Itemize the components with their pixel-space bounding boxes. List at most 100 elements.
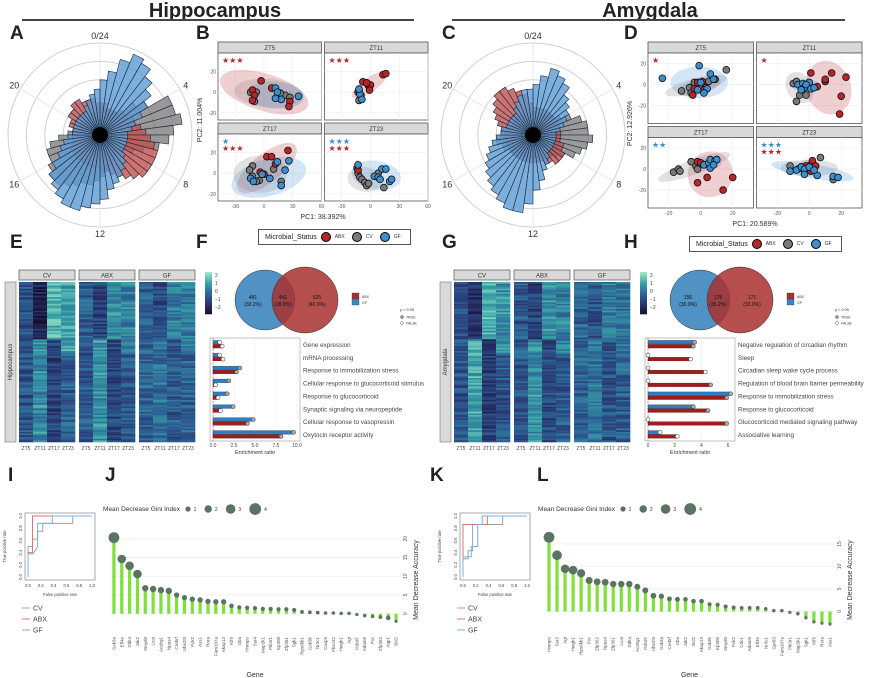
heatmap-cell [574,293,589,296]
colorbar-tick-label: 1 [650,281,653,287]
y-tick-label: 20 [640,62,646,68]
facet-plot-area [351,69,390,105]
heatmap-cell [542,290,557,293]
heatmap-cell [556,352,571,355]
heatmap-cell [61,290,76,293]
heatmap-cell [468,436,483,439]
heatmap-cell [574,320,589,323]
enrichment-bar-gf [647,404,694,409]
heatmap-cell [107,349,122,352]
heatmap-cell [528,369,543,372]
heatmap-cell [93,285,108,288]
heatmap-cell [528,378,543,380]
heatmap-cell [556,394,571,397]
heatmap-cell [514,420,529,423]
gene-label: Pik3r1 [268,637,273,650]
heatmap-cell [47,399,62,402]
heatmap-cell [514,415,529,418]
heatmap-cell [153,285,168,288]
heatmap-cell [181,418,196,421]
heatmap-cell [468,295,483,298]
heatmap-cell [121,388,136,391]
heatmap-cell [588,330,603,333]
heatmap-cell [139,332,154,335]
lollipop-dot [650,592,657,599]
heatmap-cell [482,403,497,406]
heatmap-cell [47,342,62,345]
gene-label: Adam9 [747,637,752,652]
heatmap-cell [514,433,529,436]
heatmap-cell [496,371,511,374]
heatmap-column-label: ZT5 [82,446,91,452]
heatmap-cell [496,431,511,434]
heatmap-cell [496,314,511,316]
heatmap-cell [496,352,511,355]
heatmap-cell [153,334,168,337]
heatmap-cell [79,332,94,335]
pca-point-gf [802,80,810,89]
significance-stars-abx: ★★★ [329,56,351,65]
lollipop-dot [560,564,570,574]
heatmap-cell [153,406,168,409]
heatmap-cell [556,319,571,322]
y-tick-label: -20 [639,104,646,110]
heatmap-cell [454,324,469,327]
heatmap-cell [19,351,34,354]
heatmap-cell [107,298,122,301]
gene-label: Sgk1 [803,637,808,648]
heatmap-cell [482,346,497,348]
enrichment-bar-abx [647,395,727,400]
heatmap-cell [556,372,571,375]
heatmap-column-label: ZT17 [603,446,615,452]
heatmap-cell [61,383,76,386]
heatmap-cell [556,308,571,311]
heatmap-cell [121,320,136,323]
heatmap-cell [19,381,34,384]
p-legend-true-marker [400,315,404,319]
heatmap-cell [61,384,76,387]
heatmap-cell [482,369,497,372]
heatmap-cell [616,438,631,441]
heatmap-cell [61,406,76,409]
heatmap-cell [616,415,631,418]
y-tick-label: 0 [837,610,843,613]
heatmap-cell [542,379,557,382]
lollipop-stem [683,599,688,612]
heatmap-cell [616,430,631,433]
heatmap-cell [542,317,557,320]
heatmap-cell [542,408,557,411]
heatmap-cell [454,317,469,320]
lollipop-dot [804,616,808,620]
gene-label: Elf4e [755,637,760,648]
heatmap-cell [153,416,168,419]
heatmap-cell [514,285,529,288]
lollipop-stem [206,601,210,614]
gene-label: Npas4 [603,637,608,651]
colorbar-tick-label: −2 [650,305,656,311]
heatmap-column-label: ZT17 [48,446,60,452]
heatmap-cell [588,438,603,441]
colorbar-segment [640,307,647,311]
heatmap-cell [482,364,497,367]
heatmap-cell [107,310,122,313]
heatmap-cell [496,393,511,396]
gene-label: Fam107a [213,637,218,657]
enrichment-bar-gf [212,378,230,383]
facet-strip-label: ZT5 [695,46,706,52]
heatmap-cell [514,406,529,409]
heatmap-cell [33,340,48,343]
heatmap-cell [181,337,196,340]
heatmap-cell [602,320,617,323]
heatmap-cell [588,371,603,374]
heatmap-cell [153,327,168,330]
enrichment-marker-gf [251,417,256,422]
heatmap-cell [574,364,589,367]
heatmap-cell [556,315,571,318]
heatmap-cell [47,384,62,387]
heatmap-cell [19,386,34,389]
heatmap-cell [79,394,94,397]
x-tick-label: 0.0 [460,583,466,588]
heatmap-cell [61,346,76,348]
heatmap-cell [574,403,589,406]
heatmap-cell [556,371,571,374]
